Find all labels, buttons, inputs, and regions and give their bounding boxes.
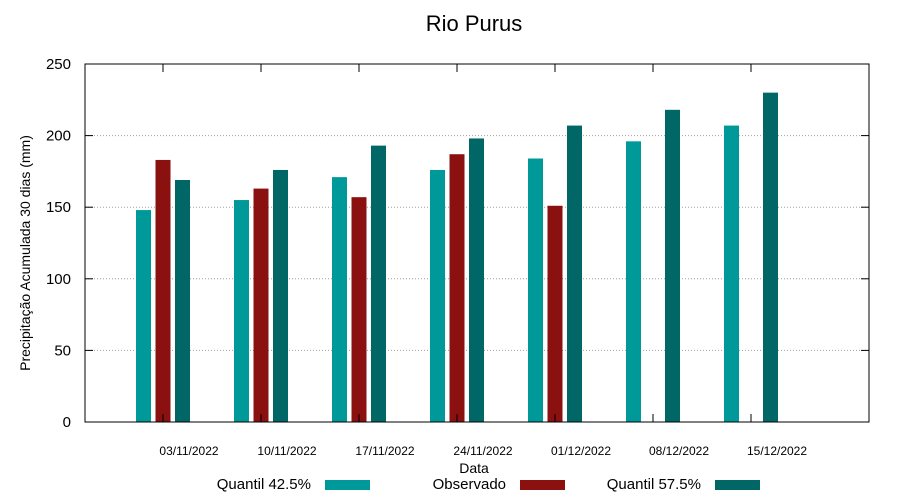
legend-label: Quantil 57.5% <box>607 476 701 493</box>
x-tick-label: 24/11/2022 <box>453 444 512 458</box>
bar-observado <box>155 159 171 422</box>
bar-q575 <box>175 179 190 422</box>
x-tick-label: 08/12/2022 <box>649 444 709 458</box>
bar-observado <box>449 154 465 422</box>
y-tick-label: 0 <box>63 414 71 431</box>
bar-q575 <box>567 125 582 423</box>
y-tick-label: 200 <box>46 128 71 145</box>
bar-q575 <box>371 145 386 422</box>
legend-swatch <box>715 480 760 490</box>
y-tick-label: 50 <box>54 342 71 359</box>
chart-title: Rio Purus <box>426 11 523 36</box>
plot-frame <box>84 63 870 423</box>
y-axis-label: Precipitação Acumulada 30 dias (mm) <box>17 135 33 371</box>
bar-q425 <box>626 141 641 422</box>
x-tick-label: 10/11/2022 <box>257 444 316 458</box>
legend-label: Quantil 42.5% <box>217 476 311 493</box>
y-tick-label: 250 <box>46 56 71 73</box>
x-tick-label: 15/12/2022 <box>747 444 807 458</box>
y-tick-label: 100 <box>46 271 71 288</box>
bar-observado <box>253 188 269 422</box>
legend-swatch <box>520 480 565 490</box>
bar-q575 <box>273 169 288 422</box>
bar-q575 <box>469 138 484 423</box>
x-tick-label: 01/12/2022 <box>551 444 611 458</box>
y-axis-ticks: 0 50 100 150 200 250 <box>46 56 869 431</box>
bar-observado <box>351 197 367 422</box>
x-axis-ticks: 03/11/2022 10/11/2022 17/11/2022 24/11/2022… <box>159 64 807 458</box>
bar-q425 <box>136 210 151 422</box>
y-tick-label: 150 <box>46 199 71 216</box>
legend: Quantil 42.5% Observado Quantil 57.5% <box>217 476 760 493</box>
bars <box>136 92 778 423</box>
legend-swatch <box>325 480 370 490</box>
bar-observado <box>547 205 563 422</box>
bar-q425 <box>724 125 739 423</box>
bar-q425 <box>528 158 543 422</box>
bar-q425 <box>332 177 347 422</box>
x-tick-label: 17/11/2022 <box>355 444 414 458</box>
bar-q425 <box>234 200 249 422</box>
bar-q575 <box>665 109 680 422</box>
bar-q575 <box>763 92 778 422</box>
x-tick-label: 03/11/2022 <box>159 444 218 458</box>
bar-q425 <box>430 169 445 422</box>
legend-label: Observado <box>433 476 506 493</box>
x-axis-label: Data <box>459 460 489 476</box>
